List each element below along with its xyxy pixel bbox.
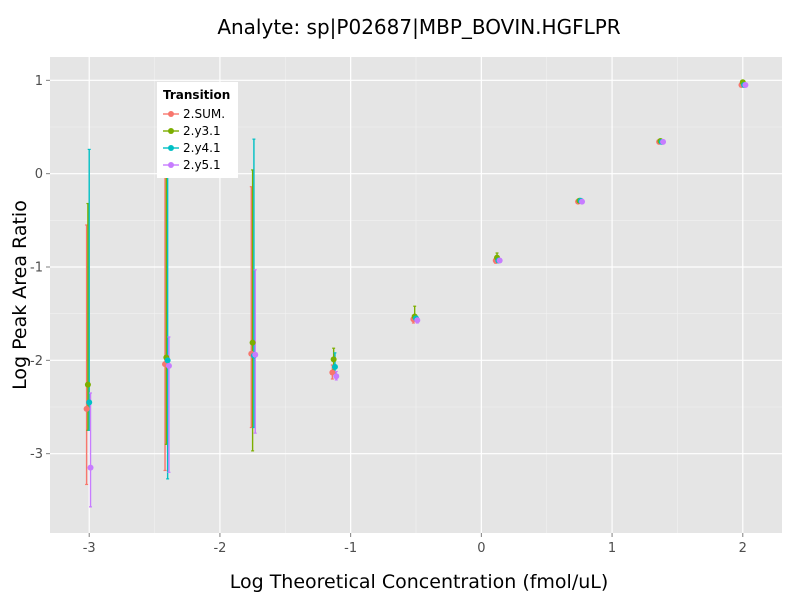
- y-axis-title: Log Peak Area Ratio: [9, 200, 31, 390]
- data-point: [331, 363, 338, 370]
- data-points: [83, 79, 749, 471]
- legend-key-point: [168, 111, 174, 117]
- x-tick-label: -1: [344, 541, 357, 556]
- y-axis: -3 -2 -1 0 1: [30, 74, 50, 462]
- data-point: [165, 362, 172, 369]
- x-axis: -3 -2 -1 0 1 2: [83, 533, 747, 556]
- data-point: [330, 356, 337, 363]
- data-point: [87, 464, 94, 471]
- legend-item: 2.y5.1: [163, 158, 221, 172]
- y-tick-label: -3: [30, 447, 43, 462]
- legend-key-point: [168, 145, 174, 151]
- data-point: [660, 138, 667, 145]
- legend-key-point: [168, 128, 174, 134]
- data-point: [333, 373, 340, 380]
- y-tick-label: -2: [30, 354, 43, 369]
- legend-label: 2.y5.1: [183, 158, 221, 172]
- chart-title: Analyte: sp|P02687|MBP_BOVIN.HGFLPR: [217, 15, 620, 39]
- x-axis-title: Log Theoretical Concentration (fmol/uL): [230, 571, 609, 593]
- legend-label: 2.y4.1: [183, 141, 221, 155]
- data-point: [252, 351, 259, 358]
- data-point: [164, 357, 171, 364]
- legend-item: 2.y4.1: [163, 141, 221, 155]
- data-point: [83, 405, 90, 412]
- legend: Transition 2.SUM. 2.y3.1 2.y4.1 2.y5.1: [157, 82, 238, 178]
- data-point: [249, 339, 256, 346]
- data-point: [579, 198, 586, 205]
- x-tick-label: -3: [83, 541, 96, 556]
- y-tick-label: 0: [35, 167, 43, 182]
- legend-label: 2.SUM.: [183, 107, 225, 121]
- data-point: [84, 381, 91, 388]
- y-tick-label: 1: [35, 74, 43, 89]
- x-tick-label: -2: [213, 541, 226, 556]
- x-tick-label: 1: [608, 541, 616, 556]
- data-point: [414, 317, 421, 324]
- x-tick-label: 2: [739, 541, 747, 556]
- data-point: [329, 369, 336, 376]
- legend-items: 2.SUM. 2.y3.1 2.y4.1 2.y5.1: [163, 107, 225, 172]
- data-point: [496, 257, 503, 264]
- legend-label: 2.y3.1: [183, 124, 221, 138]
- legend-item: 2.y3.1: [163, 124, 221, 138]
- y-tick-label: -1: [30, 261, 43, 276]
- data-point: [742, 82, 749, 88]
- legend-item: 2.SUM.: [163, 107, 225, 121]
- x-tick-label: 0: [477, 541, 485, 556]
- data-point: [86, 399, 93, 406]
- legend-title: Transition: [163, 88, 230, 102]
- legend-key-point: [168, 162, 174, 168]
